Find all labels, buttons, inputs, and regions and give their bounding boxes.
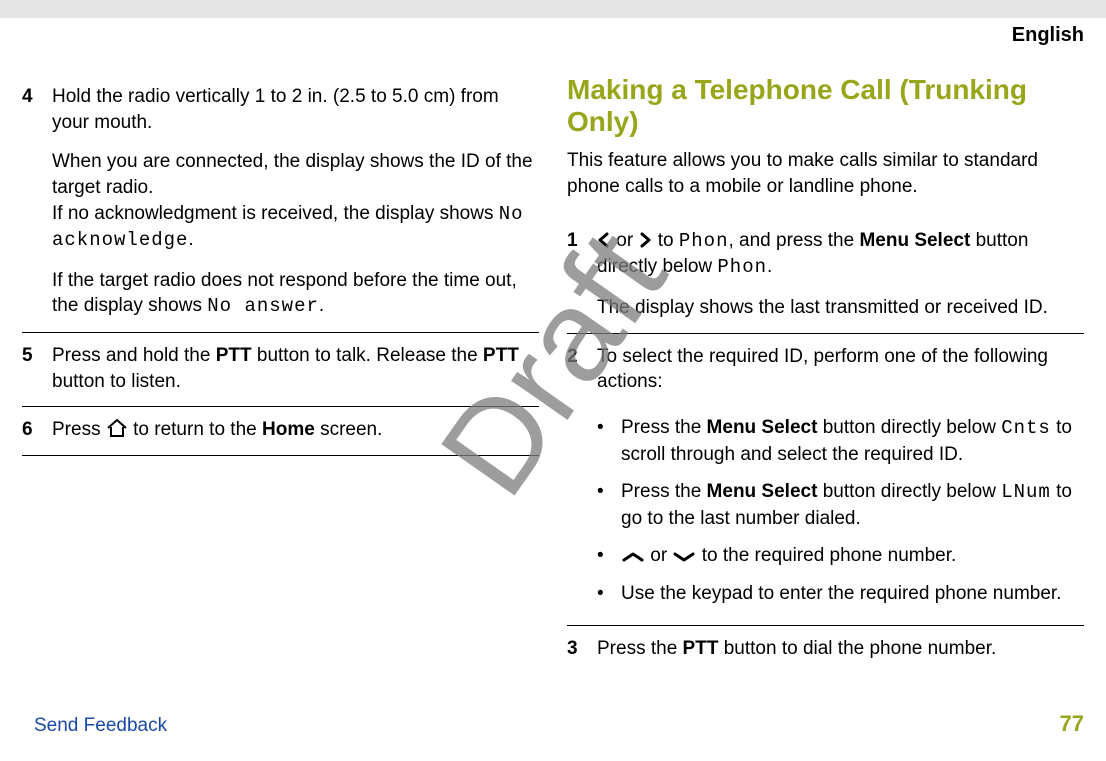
text: When you are connected, the display show… (52, 151, 533, 198)
text: to (652, 230, 678, 251)
step-body: Hold the radio vertically 1 to 2 in. (2.… (52, 84, 539, 320)
bold: PTT (483, 345, 519, 366)
step-1: 1 or to Phon, and press the Menu Select … (567, 218, 1084, 334)
list-text: Press the Menu Select button directly be… (621, 415, 1084, 467)
nav-down-icon (672, 551, 696, 563)
left-column: 4 Hold the radio vertically 1 to 2 in. (… (22, 74, 539, 673)
text: , and press the (728, 230, 859, 251)
display-text: No answer (207, 295, 319, 317)
paragraph: If the target radio does not respond bef… (52, 268, 539, 320)
home-icon (106, 419, 128, 437)
top-bar (0, 0, 1106, 18)
text: button to listen. (52, 371, 181, 392)
bold: PTT (683, 638, 719, 659)
list-text: Press the Menu Select button directly be… (621, 479, 1084, 531)
page-content: 4 Hold the radio vertically 1 to 2 in. (… (0, 18, 1106, 673)
bold: Menu Select (707, 417, 818, 438)
bullet-marker: • (597, 543, 621, 569)
display-text: Phon (679, 230, 729, 252)
step-body: To select the required ID, perform one o… (597, 344, 1084, 613)
bullet-marker: • (597, 415, 621, 467)
display-text: Phon (717, 256, 767, 278)
paragraph: Press to return to the Home screen. (52, 417, 382, 443)
step-body: Press the PTT button to dial the phone n… (597, 636, 996, 662)
step-number: 5 (22, 343, 52, 394)
text: Press (52, 419, 106, 440)
text: If no acknowledgment is received, the di… (52, 203, 499, 224)
step-3: 3 Press the PTT button to dial the phone… (567, 626, 1084, 674)
list-text: Use the keypad to enter the required pho… (621, 581, 1061, 607)
list-item: • Press the Menu Select button directly … (597, 473, 1084, 537)
section-title: Making a Telephone Call (Trunking Only) (567, 74, 1084, 138)
language-label: English (1012, 22, 1084, 49)
bold: Menu Select (707, 481, 818, 502)
bullet-marker: • (597, 479, 621, 531)
bullet-marker: • (597, 581, 621, 607)
step-number: 4 (22, 84, 52, 320)
text: Press the (621, 417, 707, 438)
step-number: 3 (567, 636, 597, 662)
step-body: or to Phon, and press the Menu Select bu… (597, 228, 1084, 321)
text: . (319, 295, 324, 316)
step-4: 4 Hold the radio vertically 1 to 2 in. (… (22, 74, 539, 333)
paragraph: Press and hold the PTT button to talk. R… (52, 343, 539, 394)
step-2: 2 To select the required ID, perform one… (567, 334, 1084, 626)
bold: PTT (216, 345, 252, 366)
text: button directly below (817, 481, 1001, 502)
nav-right-icon (638, 232, 652, 248)
display-text: Cnts (1001, 417, 1051, 439)
text: button to talk. Release the (252, 345, 483, 366)
list-item: • Press the Menu Select button directly … (597, 409, 1084, 473)
step-body: Press to return to the Home screen. (52, 417, 382, 443)
page-number: 77 (1060, 709, 1084, 739)
text: to the required phone number. (696, 545, 956, 566)
list-item: • Use the keypad to enter the required p… (597, 575, 1084, 613)
send-feedback-link[interactable]: Send Feedback (34, 713, 167, 739)
text: screen. (315, 419, 383, 440)
text: or (645, 545, 672, 566)
text: Press the (621, 481, 707, 502)
bullet-list: • Press the Menu Select button directly … (597, 409, 1084, 613)
step-number: 1 (567, 228, 597, 321)
step-5: 5 Press and hold the PTT button to talk.… (22, 333, 539, 407)
bold: Home (262, 419, 315, 440)
bold: Menu Select (859, 230, 970, 251)
step-body: Press and hold the PTT button to talk. R… (52, 343, 539, 394)
nav-up-icon (621, 551, 645, 563)
list-text: or to the required phone number. (621, 543, 956, 569)
text: Press and hold the (52, 345, 216, 366)
step-number: 6 (22, 417, 52, 443)
nav-left-icon (597, 232, 611, 248)
right-column: Making a Telephone Call (Trunking Only) … (567, 74, 1084, 673)
list-item: • or to the required phone number. (597, 537, 1084, 575)
text: button directly below (817, 417, 1001, 438)
paragraph: Press the PTT button to dial the phone n… (597, 636, 996, 662)
text: . (188, 229, 193, 250)
text: Press the (597, 638, 683, 659)
text: or (611, 230, 638, 251)
paragraph: The display shows the last transmitted o… (597, 295, 1084, 321)
paragraph: or to Phon, and press the Menu Select bu… (597, 228, 1084, 281)
paragraph: To select the required ID, perform one o… (597, 344, 1084, 395)
step-number: 2 (567, 344, 597, 613)
text: . (767, 256, 772, 277)
text: button to dial the phone number. (718, 638, 996, 659)
text: to return to the (128, 419, 262, 440)
intro-paragraph: This feature allows you to make calls si… (567, 148, 1084, 199)
paragraph: Hold the radio vertically 1 to 2 in. (2.… (52, 84, 539, 135)
paragraph: When you are connected, the display show… (52, 149, 539, 254)
step-6: 6 Press to return to the Home screen. (22, 407, 539, 456)
footer: Send Feedback 77 (34, 709, 1084, 739)
display-text: LNum (1001, 481, 1051, 503)
